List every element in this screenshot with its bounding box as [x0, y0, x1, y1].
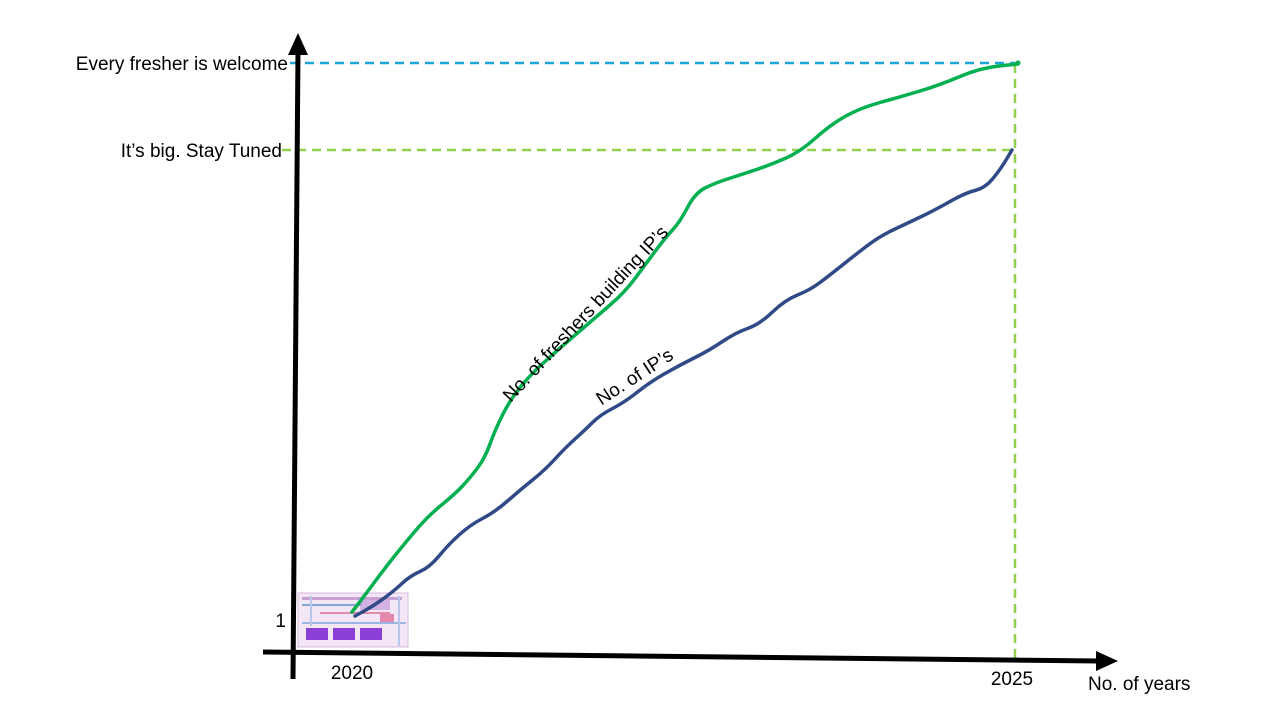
fresher-end-point: [1015, 60, 1021, 66]
x-tick-label-2020: 2020: [331, 663, 373, 684]
x-tick-label-2025: 2025: [991, 669, 1033, 690]
x-axis-arrow: [1096, 651, 1118, 671]
series-line-freshers-building-ips: [350, 62, 1020, 614]
y-axis-arrow: [288, 33, 308, 55]
y-axis: [290, 49, 301, 680]
x-axis: [262, 649, 1099, 664]
y-tick-label-1: 1: [275, 611, 286, 632]
series-line-ips: [353, 148, 1014, 618]
y-tick-label-welcome: Every fresher is welcome: [76, 54, 288, 75]
chip-layout-thumbnail: [297, 592, 409, 648]
series-label-ips: No. of IP’s: [593, 345, 678, 410]
x-axis-title: No. of years: [1088, 674, 1190, 695]
y-tick-label-stay-tuned: It’s big. Stay Tuned: [121, 141, 282, 162]
